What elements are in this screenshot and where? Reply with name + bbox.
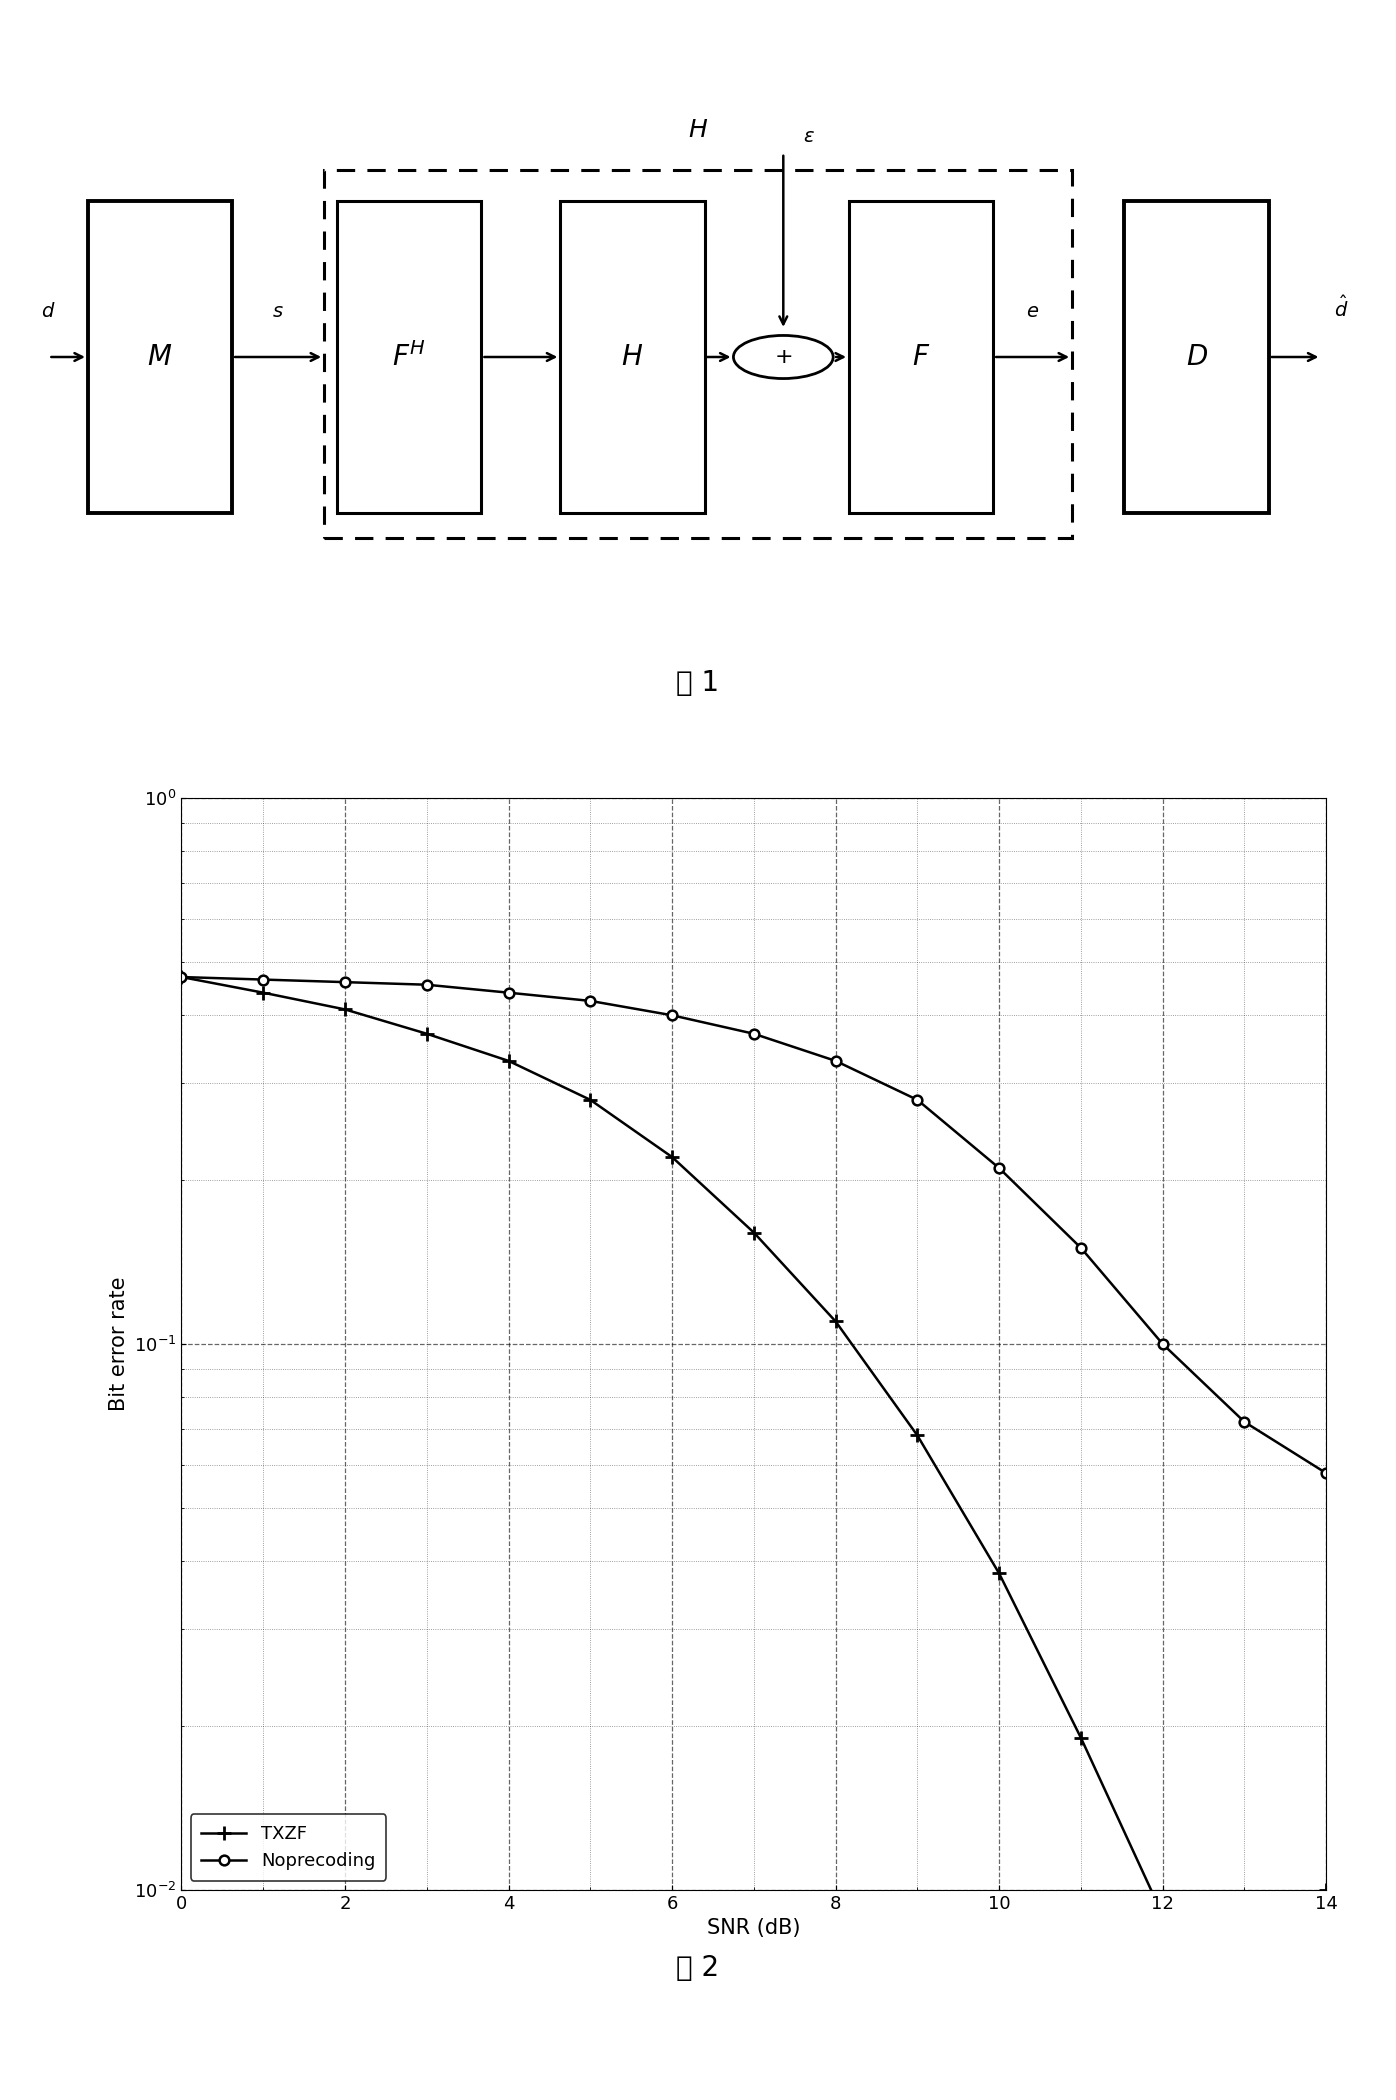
TXZF [909,1424,926,1449]
Line: Noprecoding: Noprecoding [177,972,1330,1478]
Text: $D$: $D$ [1185,342,1208,372]
Text: $s$: $s$ [272,302,283,321]
TXZF [255,981,272,1006]
Noprecoding [255,966,272,991]
Noprecoding [991,1155,1008,1180]
Noprecoding [1154,1331,1171,1357]
Noprecoding [909,1088,926,1113]
Bar [338,202,482,512]
Noprecoding [828,1048,845,1073]
Legend: TXZF, Noprecoding: TXZF, Noprecoding [190,1814,387,1882]
Text: 图 2: 图 2 [677,1953,719,1982]
Bar [324,170,1072,538]
Noprecoding [1318,1462,1335,1487]
Noprecoding [745,1021,762,1046]
X-axis label: SNR (dB): SNR (dB) [708,1919,800,1938]
Noprecoding [336,970,353,995]
Circle shape [733,336,833,378]
Noprecoding [1235,1409,1252,1434]
Bar [560,202,705,512]
TXZF [991,1560,1008,1586]
Line: TXZF: TXZF [174,970,1333,2100]
Noprecoding [582,989,599,1014]
TXZF [1235,2094,1252,2100]
Noprecoding [500,981,517,1006]
TXZF [745,1220,762,1245]
TXZF [173,964,190,989]
Text: $+$: $+$ [775,346,793,367]
Bar [88,202,232,512]
Text: $\hat{d}$: $\hat{d}$ [1335,296,1349,321]
Text: $e$: $e$ [1026,302,1039,321]
Noprecoding [173,964,190,989]
Text: $H$: $H$ [688,118,708,143]
TXZF [1318,1877,1335,1903]
TXZF [663,1144,680,1170]
TXZF [1072,1726,1089,1751]
Text: $F$: $F$ [912,342,930,372]
Text: $F^H$: $F^H$ [392,342,426,372]
TXZF [500,1048,517,1073]
Bar [1124,202,1269,512]
Text: $M$: $M$ [148,342,173,372]
TXZF [1154,1903,1171,1928]
Bar [849,202,993,512]
Y-axis label: Bit error rate: Bit error rate [109,1277,128,1411]
TXZF [582,1088,599,1113]
Text: $\varepsilon$: $\varepsilon$ [803,126,815,145]
Noprecoding [663,1002,680,1027]
Noprecoding [1072,1235,1089,1260]
TXZF [419,1021,436,1046]
Text: 图 1: 图 1 [677,668,719,697]
Noprecoding [419,972,436,998]
TXZF [828,1308,845,1334]
Text: $H$: $H$ [621,342,644,372]
TXZF [336,998,353,1023]
Text: $d$: $d$ [42,302,56,321]
